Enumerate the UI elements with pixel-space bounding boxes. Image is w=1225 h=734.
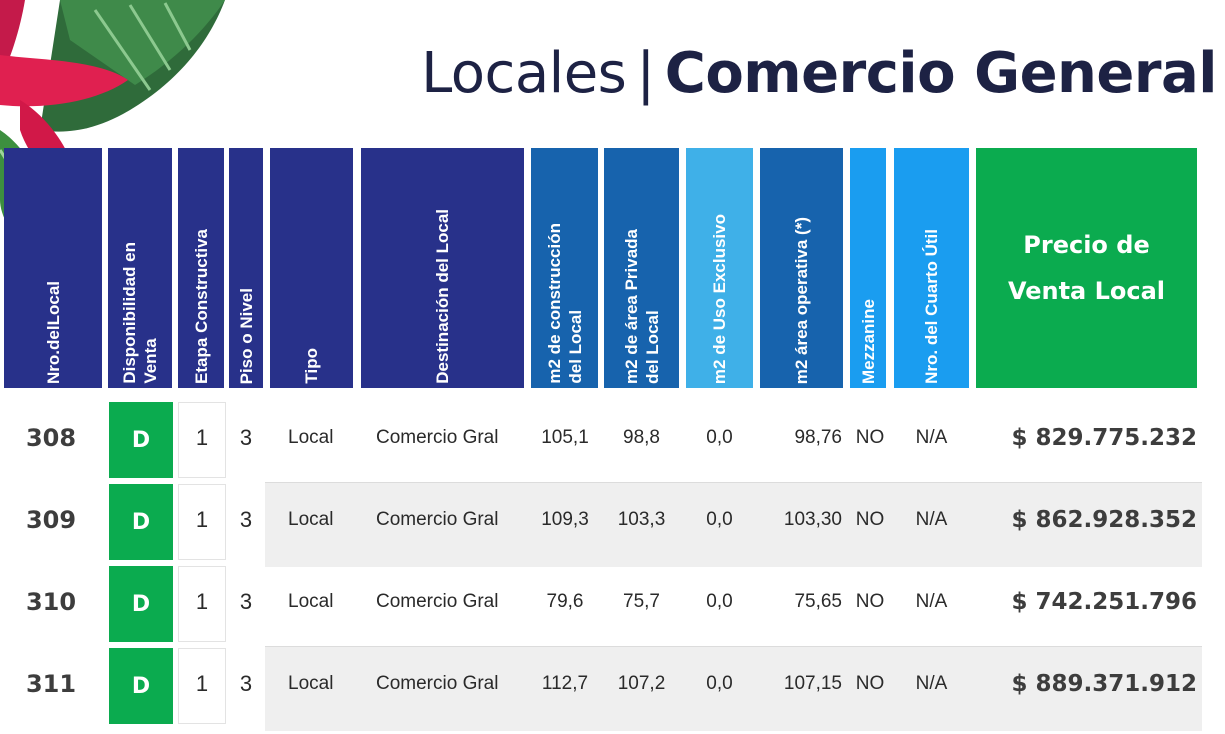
row-nro-local: 310 [25,588,77,616]
row-destinacion: Comercio Gral [376,509,499,530]
row-etapa: 1 [195,671,209,696]
row-m2-privada: 103,3 [617,509,666,530]
row-precio: $ 742.251.796 [1011,589,1197,615]
row-m2-privada: 107,2 [617,673,666,694]
row-m2-uso: 0,0 [706,427,733,448]
row-piso: 3 [239,589,253,614]
header-m2-construccion: m2 de construcción del Local [531,148,598,388]
etapa-box [178,648,226,724]
row-etapa: 1 [195,425,209,450]
table-row-shade [265,646,1202,731]
row-m2-uso: 0,0 [706,673,733,694]
row-etapa: 1 [195,507,209,532]
row-mezzanine: NO [855,427,885,448]
row-tipo: Local [288,427,334,448]
availability-badge: D [109,648,173,724]
row-m2-operativa: 107,15 [783,673,842,694]
row-m2-uso: 0,0 [706,509,733,530]
header-precio: Precio de Venta Local [976,148,1197,388]
table-row-shade [265,482,1202,567]
header-destinacion: Destinación del Local [361,148,524,388]
header-disponibilidad: Disponibilidad en Venta [108,148,172,388]
row-m2-construccion: 105,1 [541,427,589,448]
row-mezzanine: NO [855,509,885,530]
row-nro-local: 309 [25,506,77,534]
row-precio: $ 862.928.352 [1011,507,1197,533]
availability-badge: D [109,402,173,478]
row-precio: $ 829.775.232 [1011,425,1197,451]
row-m2-privada: 75,7 [623,591,660,612]
row-mezzanine: NO [855,673,885,694]
row-m2-construccion: 112,7 [541,673,589,694]
header-etapa: Etapa Constructiva [178,148,224,388]
row-piso: 3 [239,671,253,696]
row-cuarto-util: N/A [915,509,948,530]
row-etapa: 1 [195,589,209,614]
row-piso: 3 [239,507,253,532]
row-tipo: Local [288,591,334,612]
page-title: Locales | Comercio General [421,41,1217,106]
row-tipo: Local [288,509,334,530]
availability-badge: D [109,484,173,560]
row-precio: $ 889.371.912 [1011,671,1197,697]
row-m2-privada: 98,8 [623,427,660,448]
header-m2-uso-exclusivo: m2 de Uso Exclusivo [686,148,753,388]
row-m2-construccion: 109,3 [541,509,589,530]
row-destinacion: Comercio Gral [376,673,499,694]
row-m2-operativa: 103,30 [783,509,842,530]
etapa-box [178,566,226,642]
etapa-box [178,402,226,478]
row-m2-operativa: 75,65 [794,591,842,612]
row-m2-construccion: 79,6 [546,591,584,612]
etapa-box [178,484,226,560]
header-m2-privada: m2 de área Privada del Local [604,148,679,388]
header-mezzanine: Mezzanine [850,148,886,388]
row-piso: 3 [239,425,253,450]
row-cuarto-util: N/A [915,427,948,448]
row-nro-local: 308 [25,424,77,452]
header-piso: Piso o Nivel [229,148,263,388]
row-nro-local: 311 [25,670,77,698]
row-destinacion: Comercio Gral [376,591,499,612]
row-destinacion: Comercio Gral [376,427,499,448]
header-nro-local: Nro.delLocal [4,148,102,388]
row-cuarto-util: N/A [915,673,948,694]
row-tipo: Local [288,673,334,694]
row-m2-uso: 0,0 [706,591,733,612]
header-cuarto-util: Nro. del Cuarto Útil [894,148,969,388]
row-cuarto-util: N/A [915,591,948,612]
header-m2-operativa: m2 área operativa (*) [760,148,843,388]
row-m2-operativa: 98,76 [794,427,842,448]
header-tipo: Tipo [270,148,353,388]
row-mezzanine: NO [855,591,885,612]
availability-badge: D [109,566,173,642]
